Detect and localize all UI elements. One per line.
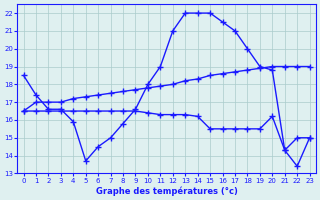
X-axis label: Graphe des températures (°c): Graphe des températures (°c)	[96, 186, 237, 196]
